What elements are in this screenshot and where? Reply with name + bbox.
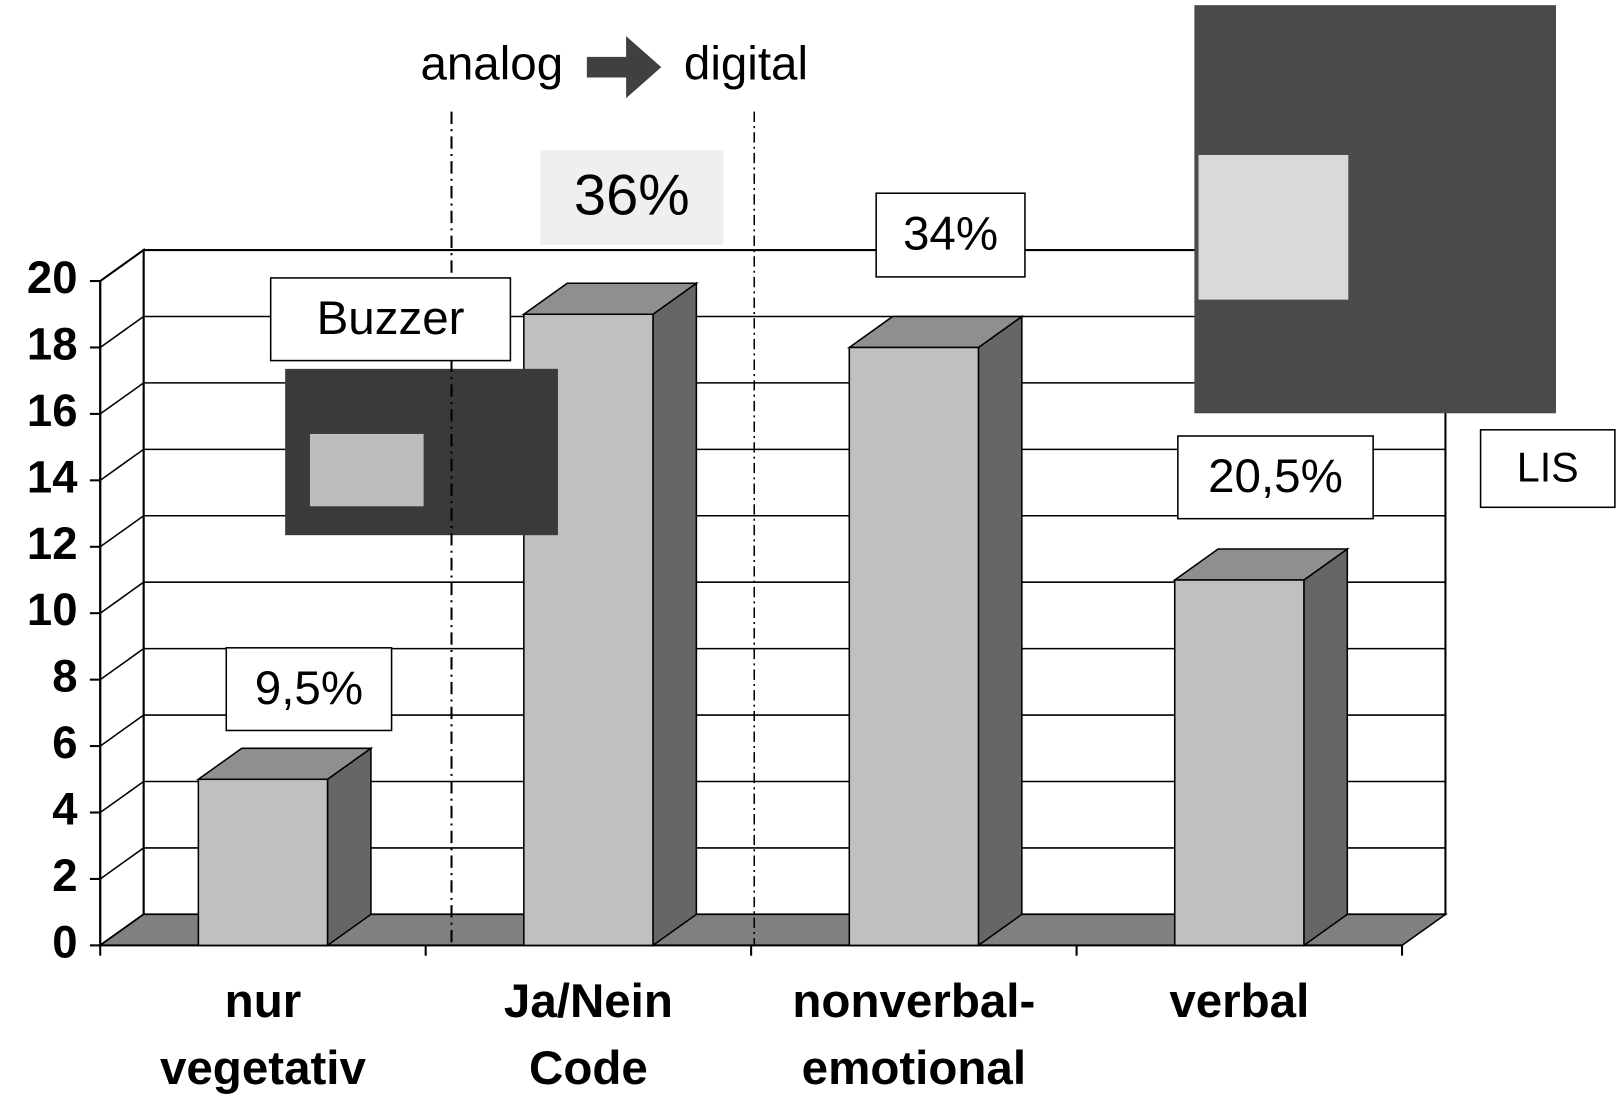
y-tick-label: 12 — [27, 518, 78, 569]
x-tick-label: emotional — [802, 1042, 1026, 1095]
annotation: 36% — [574, 164, 690, 228]
y-tick-label: 16 — [27, 385, 78, 436]
arrow — [586, 36, 662, 99]
x-tick-label: nur — [225, 975, 302, 1028]
y-tick-label: 14 — [27, 451, 78, 502]
bar-side — [652, 281, 698, 947]
annotation-box — [1479, 429, 1616, 509]
y-tick-label: 18 — [27, 318, 78, 369]
annotation-box — [875, 192, 1026, 278]
analog-label: analog — [420, 38, 563, 91]
buzzer-device — [309, 433, 424, 507]
x-tick-label: vegetativ — [160, 1042, 367, 1095]
y-tick-label: 4 — [52, 784, 78, 835]
bar-side — [1303, 547, 1349, 947]
annotation: 9,5% — [255, 662, 363, 715]
annotation-box — [269, 277, 512, 362]
digital-label: digital — [684, 38, 808, 91]
bar-side — [326, 746, 372, 947]
annotation-box — [540, 149, 724, 245]
annotation-box — [1177, 435, 1374, 520]
bar-side — [977, 314, 1023, 947]
annotation: Buzzer — [317, 292, 465, 345]
y-tick-label: 2 — [52, 850, 77, 901]
x-tick-label: verbal — [1169, 975, 1309, 1028]
y-tick-label: 0 — [52, 916, 77, 967]
y-tick-label: 10 — [27, 584, 78, 635]
annotation: 34% — [903, 208, 998, 261]
y-tick-label: 20 — [27, 252, 78, 303]
x-tick-label: Ja/Nein — [504, 975, 673, 1028]
bar-front — [1173, 579, 1305, 947]
bar-front — [197, 778, 329, 947]
y-tick-label: 8 — [52, 651, 77, 702]
letter-board — [1198, 154, 1349, 300]
annotation-box — [225, 647, 393, 732]
bar-front — [848, 346, 980, 947]
annotation: LIS — [1517, 445, 1579, 491]
bar — [1172, 547, 1350, 947]
bar — [846, 314, 1025, 947]
x-tick-label: nonverbal- — [792, 975, 1035, 1028]
bar — [195, 746, 374, 947]
annotation: 20,5% — [1208, 450, 1343, 503]
y-tick-label: 6 — [52, 717, 77, 768]
chart-area: 0 2 4 6 8 10 12 14 16 18 20 nur vegetativ Ja/Nein Code… — [27, 5, 1616, 1095]
x-tick-label: Code — [529, 1042, 648, 1095]
